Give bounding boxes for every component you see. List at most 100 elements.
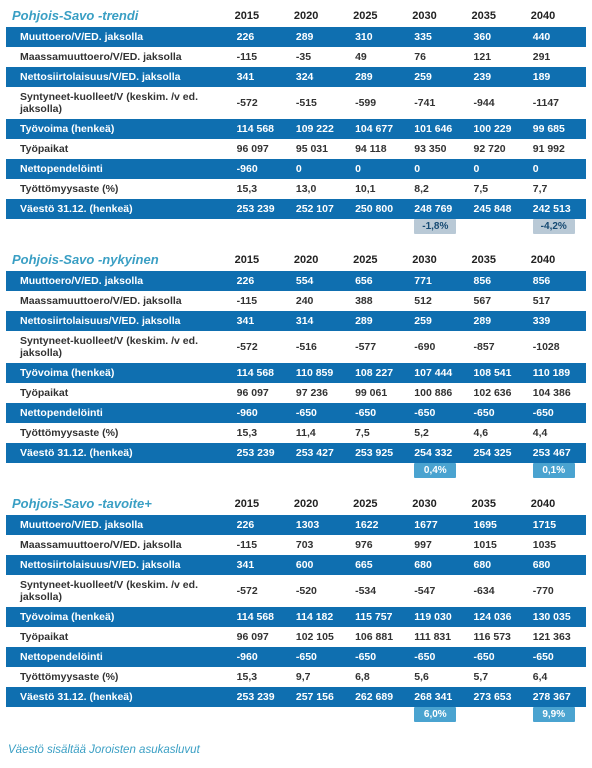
- table-row: Nettopendelöinti-96000000: [6, 159, 586, 179]
- section-title: Pohjois-Savo -trendi: [10, 5, 140, 27]
- cell-value: 100 886: [408, 383, 467, 403]
- cell-value: 239: [468, 67, 527, 87]
- cell-value: 289: [468, 311, 527, 331]
- year-header: 2035: [468, 6, 527, 27]
- cell-value: -650: [408, 647, 467, 667]
- cell-value: 76: [408, 47, 467, 67]
- cell-value: 259: [408, 311, 467, 331]
- cell-value: 0: [527, 159, 586, 179]
- year-header: 2025: [349, 6, 408, 27]
- cell-value: 92 720: [468, 139, 527, 159]
- cell-value: 130 035: [527, 607, 586, 627]
- cell-value: 110 189: [527, 363, 586, 383]
- cell-value: -650: [290, 647, 349, 667]
- cell-value: 1035: [527, 535, 586, 555]
- cell-value: 324: [290, 67, 349, 87]
- year-header: 2040: [527, 494, 586, 515]
- cell-value: 0: [349, 159, 408, 179]
- cell-value: -690: [408, 331, 467, 363]
- year-header: 2030: [408, 250, 467, 271]
- cell-value: 102 636: [468, 383, 527, 403]
- cell-value: 310: [349, 27, 408, 47]
- cell-value: 95 031: [290, 139, 349, 159]
- table-row: Syntyneet-kuolleet/V (keskim. /v ed. jak…: [6, 575, 586, 607]
- cell-value: -960: [231, 159, 290, 179]
- cell-value: 114 568: [231, 607, 290, 627]
- footnote: Väestö sisältää Joroisten asukasluvut: [6, 738, 586, 762]
- cell-value: 114 568: [231, 363, 290, 383]
- badge-row: 6,0%9,9%: [6, 707, 586, 724]
- cell-value: 253 467: [527, 443, 586, 463]
- cell-value: 5,2: [408, 423, 467, 443]
- cell-value: 97 236: [290, 383, 349, 403]
- cell-value: 771: [408, 271, 467, 291]
- row-label: Maassamuuttoero/V/ED. jaksolla: [6, 47, 231, 67]
- cell-value: 15,3: [231, 179, 290, 199]
- row-label: Nettopendelöinti: [6, 403, 231, 423]
- year-header: 2030: [408, 494, 467, 515]
- cell-value: 15,3: [231, 667, 290, 687]
- cell-value: 15,3: [231, 423, 290, 443]
- cell-value: 93 350: [408, 139, 467, 159]
- year-header: 2020: [290, 6, 349, 27]
- table-row: Väestö 31.12. (henkeä)253 239257 156262 …: [6, 687, 586, 707]
- cell-value: 121: [468, 47, 527, 67]
- cell-value: 245 848: [468, 199, 527, 219]
- table-row: Syntyneet-kuolleet/V (keskim. /v ed. jak…: [6, 87, 586, 119]
- cell-value: -650: [468, 647, 527, 667]
- year-header: 2040: [527, 6, 586, 27]
- cell-value: -547: [408, 575, 467, 607]
- cell-value: -650: [290, 403, 349, 423]
- cell-value: 226: [231, 515, 290, 535]
- cell-value: -572: [231, 331, 290, 363]
- cell-value: 341: [231, 555, 290, 575]
- cell-value: 1695: [468, 515, 527, 535]
- cell-value: 289: [349, 67, 408, 87]
- data-table: Pohjois-Savo -trendi20152020202520302035…: [6, 6, 586, 236]
- cell-value: 121 363: [527, 627, 586, 647]
- row-label: Työttömyysaste (%): [6, 179, 231, 199]
- row-label: Väestö 31.12. (henkeä): [6, 443, 231, 463]
- cell-value: 240: [290, 291, 349, 311]
- table-row: Nettopendelöinti-960-650-650-650-650-650: [6, 403, 586, 423]
- row-label: Syntyneet-kuolleet/V (keskim. /v ed. jak…: [6, 87, 231, 119]
- cell-value: 100 229: [468, 119, 527, 139]
- cell-value: 254 325: [468, 443, 527, 463]
- cell-value: 4,4: [527, 423, 586, 443]
- badge-row: 0,4%0,1%: [6, 463, 586, 480]
- cell-value: 7,5: [468, 179, 527, 199]
- cell-value: 253 239: [231, 199, 290, 219]
- row-label: Syntyneet-kuolleet/V (keskim. /v ed. jak…: [6, 331, 231, 363]
- cell-value: 976: [349, 535, 408, 555]
- cell-value: 226: [231, 271, 290, 291]
- table-row: Syntyneet-kuolleet/V (keskim. /v ed. jak…: [6, 331, 586, 363]
- cell-value: 111 831: [408, 627, 467, 647]
- cell-value: -515: [290, 87, 349, 119]
- cell-value: 253 925: [349, 443, 408, 463]
- cell-value: 106 881: [349, 627, 408, 647]
- cell-value: 703: [290, 535, 349, 555]
- cell-value: 242 513: [527, 199, 586, 219]
- change-badge: -1,8%: [414, 219, 456, 234]
- cell-value: 6,4: [527, 667, 586, 687]
- row-label: Työpaikat: [6, 627, 231, 647]
- cell-value: 104 677: [349, 119, 408, 139]
- cell-value: 189: [527, 67, 586, 87]
- cell-value: -650: [468, 403, 527, 423]
- cell-value: 108 541: [468, 363, 527, 383]
- change-badge: 6,0%: [414, 707, 456, 722]
- data-table: Pohjois-Savo -nykyinen201520202025203020…: [6, 250, 586, 480]
- cell-value: 512: [408, 291, 467, 311]
- cell-value: 96 097: [231, 383, 290, 403]
- section-title: Pohjois-Savo -tavoite+: [10, 493, 154, 515]
- row-label: Maassamuuttoero/V/ED. jaksolla: [6, 535, 231, 555]
- year-header: 2015: [231, 250, 290, 271]
- cell-value: 1622: [349, 515, 408, 535]
- cell-value: 259: [408, 67, 467, 87]
- year-header: 2025: [349, 494, 408, 515]
- cell-value: 291: [527, 47, 586, 67]
- cell-value: 997: [408, 535, 467, 555]
- year-header: 2035: [468, 250, 527, 271]
- cell-value: 108 227: [349, 363, 408, 383]
- data-table: Pohjois-Savo -tavoite+201520202025203020…: [6, 494, 586, 724]
